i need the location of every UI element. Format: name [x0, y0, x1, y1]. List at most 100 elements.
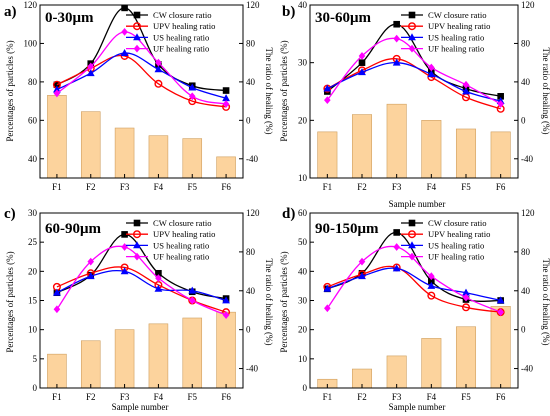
panel-label: d): [282, 206, 295, 222]
data-point: [497, 308, 504, 317]
x-tick-label: F4: [427, 182, 437, 192]
bar: [421, 338, 442, 389]
y-axis: 10 20 30 40: [298, 0, 314, 183]
legend-marker: [133, 219, 141, 227]
series-line: [326, 245, 501, 313]
legend-label: CW closure ratio: [428, 10, 487, 20]
legend-marker: [408, 11, 416, 19]
y-tick-label: 60: [298, 208, 308, 218]
legend-marker: [133, 33, 141, 41]
x-tick-label: F3: [120, 182, 130, 192]
data-point: [222, 94, 230, 102]
data-point: [222, 296, 230, 304]
data-point: [121, 243, 128, 251]
data-point: [188, 92, 196, 101]
series-line: [56, 31, 227, 105]
legend-label: US healing ratio: [153, 240, 209, 250]
x-tick-label: F3: [392, 392, 402, 402]
x-tick-label: F1: [323, 182, 333, 192]
x-axis-label: Sample number: [389, 402, 446, 412]
data-point: [121, 28, 128, 36]
legend-label: CW closure ratio: [428, 218, 487, 228]
y-tick-label: 50: [298, 237, 308, 247]
data-point: [188, 83, 197, 91]
panel-label: a): [4, 4, 17, 20]
y2-tick-label: 120: [521, 208, 535, 218]
series-line: [56, 52, 227, 99]
data-point: [323, 84, 332, 92]
y-tick-label: 10: [28, 325, 38, 335]
y2-tick-label: 120: [521, 0, 535, 10]
data-point: [53, 89, 61, 98]
legend-label: UPV healing ratio: [153, 229, 215, 239]
y-tick-label: 30: [28, 208, 38, 218]
x-tick-label: F5: [461, 392, 471, 402]
data-point: [393, 34, 400, 43]
x-tick-label: F5: [461, 182, 471, 192]
legend-marker: [408, 230, 417, 239]
plot-frame: [39, 212, 244, 389]
y2-tick-label: 80: [246, 38, 256, 48]
legend-marker: [133, 241, 141, 249]
data-point: [53, 288, 61, 296]
x-axis-label: Sample number: [112, 402, 169, 412]
bar: [114, 329, 135, 389]
data-point: [358, 52, 366, 60]
panel-c: c) 60-90μm Percentages of particles (%) …: [4, 206, 274, 412]
panel-title: 90-150μm: [315, 221, 379, 237]
bar: [216, 311, 236, 389]
data-point: [462, 293, 470, 302]
x-axis: F1 F2 F3 F4 F5 F6: [52, 174, 231, 192]
plot-frame: [309, 212, 519, 389]
x-tick-label: F6: [221, 182, 231, 192]
y-tick-label: 10: [298, 354, 308, 364]
data-point: [496, 296, 505, 304]
x-tick-label: F4: [427, 392, 437, 402]
y-axis-label: Percentages of particles (%): [5, 40, 15, 141]
data-point: [86, 272, 95, 280]
series-circle: [323, 54, 505, 113]
y-tick-label: 15: [28, 296, 38, 306]
panel-a: a) 0-30μm Percentages of particles (%) T…: [4, 0, 274, 192]
y-axis-label: Percentages of particles (%): [5, 251, 15, 352]
bar: [182, 317, 203, 389]
y2-tick-label: 80: [521, 38, 531, 48]
y-tick-label: 0: [303, 383, 308, 393]
y-tick-label: 5: [33, 354, 38, 364]
legend-label: CW closure ratio: [153, 10, 212, 20]
data-point: [222, 311, 230, 319]
legend-marker: [408, 252, 416, 261]
data-point: [87, 257, 95, 266]
y2-axis-label: The ratio of healing (%): [264, 259, 274, 346]
bar: [455, 128, 477, 179]
data-point: [462, 87, 470, 95]
x-tick-label: F6: [221, 392, 231, 402]
legend-marker: [408, 219, 416, 227]
x-axis: F1 F2 F3 F4 F5 F6: [52, 384, 231, 402]
bar: [351, 114, 373, 179]
series-circle: [52, 263, 231, 317]
bar: [148, 323, 169, 389]
legend-marker: [132, 22, 141, 31]
y-tick-label: 100: [24, 38, 38, 48]
y2-tick-label: -40: [246, 154, 258, 164]
legend-label: UPV healing ratio: [153, 21, 215, 31]
x-tick-label: F1: [52, 182, 62, 192]
legend-marker: [132, 230, 141, 239]
panel-label: c): [4, 206, 16, 222]
data-point: [427, 281, 436, 289]
data-point: [497, 100, 504, 108]
legend-marker: [408, 44, 416, 53]
y2-axis-label: The ratio of healing (%): [264, 48, 274, 135]
data-point: [428, 277, 435, 285]
data-point: [358, 257, 366, 266]
bar: [490, 131, 511, 179]
bars: [47, 311, 236, 389]
x-tick-label: F3: [120, 392, 130, 402]
y2-axis-label: The ratio of healing (%): [541, 259, 550, 346]
y2-axis-label: The ratio of healing (%): [541, 48, 550, 135]
data-point: [155, 58, 162, 67]
y2-tick-label: -40: [521, 364, 533, 374]
